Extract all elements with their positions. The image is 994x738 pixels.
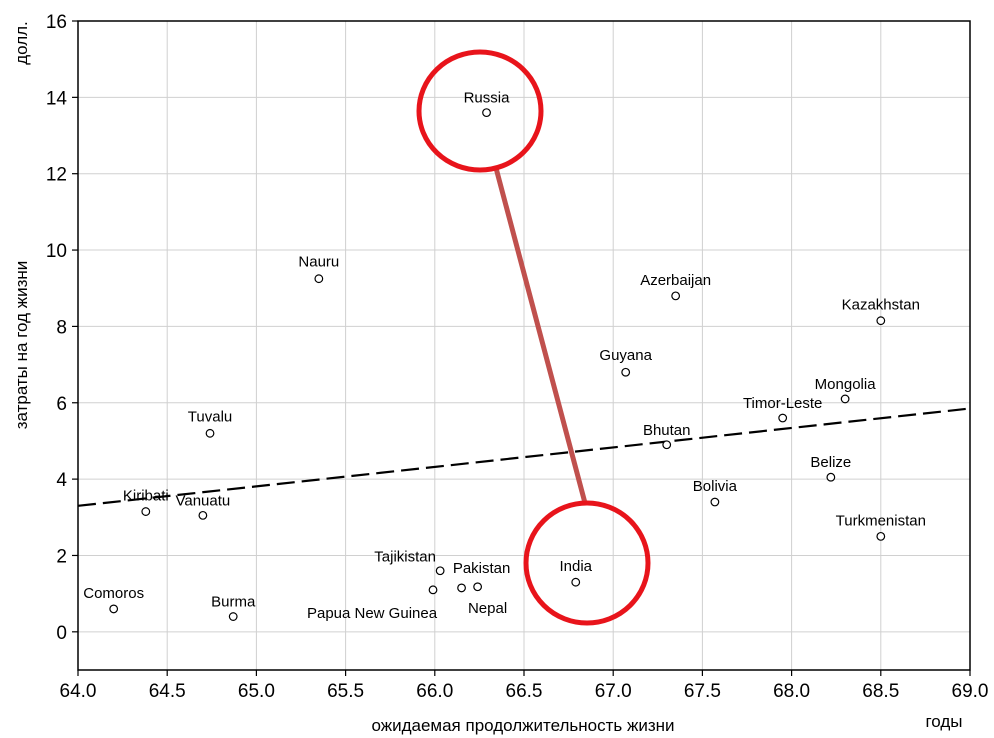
annotation-connector (493, 167, 588, 504)
highlight-circle (523, 500, 651, 626)
y-tick-label: 14 (46, 88, 68, 109)
data-point (571, 577, 581, 587)
point-label: Nepal (468, 600, 507, 617)
x-tick-label: 65.0 (238, 681, 275, 702)
data-point (876, 316, 886, 326)
data-point (876, 531, 886, 541)
point-label: Tajikistan (374, 549, 436, 566)
point-label: Mongolia (815, 376, 877, 393)
x-axis-ticks: 64.0 64.5 65.0 65.5 66.0 66.5 67.0 67.5 68.0 68.5… (60, 670, 989, 702)
x-tick-label: 67.0 (595, 681, 632, 702)
y-tick-label: 4 (56, 470, 67, 491)
data-point (141, 507, 151, 516)
point-label: Guyana (599, 347, 652, 364)
data-point-labels: Russia Nauru Azerbaijan Kazakhstan Guyana Mon… (83, 90, 926, 622)
x-axis-label: ожидаемая продолжительность жизни (371, 716, 674, 735)
x-tick-label: 64.0 (60, 681, 97, 702)
data-point (435, 566, 445, 576)
y-tick-label: 0 (56, 623, 67, 644)
point-label: Papua New Guinea (307, 605, 438, 622)
annotation-connector-group (493, 167, 588, 504)
data-point (109, 604, 119, 614)
point-label: Azerbaijan (640, 272, 711, 289)
data-point (428, 585, 438, 595)
data-point (205, 428, 215, 438)
data-point (198, 510, 208, 520)
data-point (473, 582, 483, 592)
point-label: Turkmenistan (836, 512, 926, 529)
point-label: Burma (211, 594, 256, 611)
point-label: Timor-Leste (743, 395, 822, 412)
y-axis-unit: долл. (12, 21, 31, 65)
y-tick-label: 10 (46, 241, 67, 262)
data-point (840, 394, 850, 404)
point-label: India (559, 558, 592, 575)
y-tick-label: 2 (56, 546, 67, 567)
y-tick-label: 8 (56, 317, 67, 338)
y-tick-label: 12 (46, 165, 67, 186)
data-point (778, 413, 788, 423)
point-label: Belize (810, 454, 851, 471)
x-tick-label: 68.5 (862, 681, 899, 702)
y-axis-ticks: 0 2 4 6 8 10 12 14 16 (46, 12, 78, 644)
point-label: Nauru (298, 254, 339, 271)
x-axis-unit: годы (925, 712, 962, 731)
point-label: Tuvalu (188, 408, 232, 425)
x-tick-label: 69.0 (952, 681, 989, 702)
data-point (662, 440, 672, 450)
data-point (482, 108, 491, 118)
data-point (457, 583, 466, 593)
y-tick-label: 16 (46, 12, 67, 33)
point-label: Vanuatu (175, 492, 230, 509)
data-point (621, 367, 631, 377)
point-label: Bolivia (693, 478, 738, 495)
point-label: Kiribati (123, 488, 169, 505)
highlight-circle (416, 49, 544, 173)
data-point (710, 497, 720, 507)
x-tick-label: 66.5 (506, 681, 543, 702)
point-label: Kazakhstan (842, 297, 920, 314)
grid-lines (78, 21, 970, 670)
x-tick-label: 65.5 (327, 681, 364, 702)
point-label: Bhutan (643, 422, 691, 439)
y-axis-label: затраты на год жизни (12, 261, 31, 430)
data-point (314, 274, 324, 284)
y-tick-label: 6 (56, 394, 67, 415)
x-tick-label: 66.0 (416, 681, 453, 702)
highlight-circles (416, 49, 651, 626)
x-tick-label: 67.5 (684, 681, 721, 702)
data-point (671, 291, 681, 301)
data-point (228, 612, 238, 621)
x-tick-label: 68.0 (773, 681, 810, 702)
data-point (826, 472, 836, 482)
point-label: Pakistan (453, 560, 511, 577)
data-points (109, 108, 886, 621)
point-label: Comoros (83, 585, 144, 602)
x-tick-label: 64.5 (149, 681, 186, 702)
point-label: Russia (464, 90, 511, 107)
